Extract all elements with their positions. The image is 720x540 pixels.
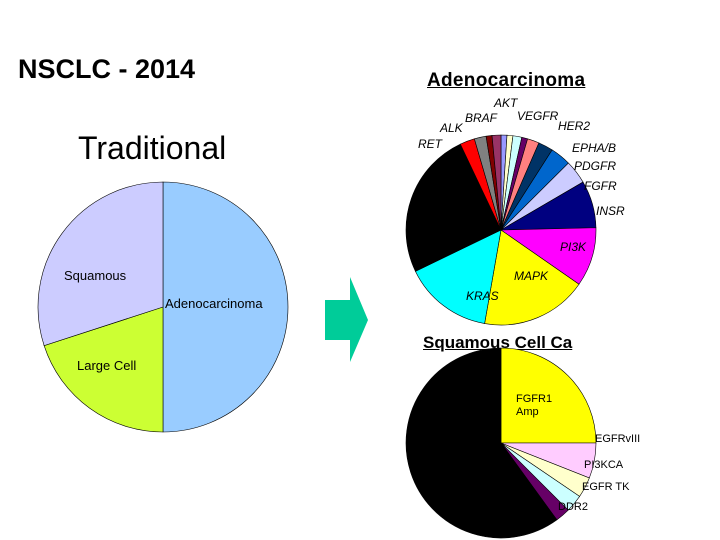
adenocarcinoma-pie	[405, 134, 597, 326]
label-alk: ALK	[439, 121, 464, 135]
squamous-slice-unlabeled-5	[405, 347, 558, 539]
label-egfr: EGFR	[424, 240, 458, 254]
traditional-chart-title: Traditional	[78, 130, 227, 166]
label-egfrviii: EGFRvIII	[595, 433, 640, 445]
slide-title: NSCLC - 2014	[18, 54, 196, 84]
label-traditional-squamous: Squamous	[64, 268, 127, 283]
adeno-slice-egfr-11	[415, 229, 502, 324]
label-vegfr: VEGFR	[517, 109, 559, 123]
label-pi3k: PI3K	[560, 240, 587, 254]
adeno-slice-kras-10	[484, 229, 580, 326]
label-fgfr: FGFR	[584, 179, 617, 193]
label-egfr-tk: EGFR TK	[582, 481, 630, 493]
label-pdgfr: PDGFR	[574, 159, 616, 173]
label-kras: KRAS	[466, 289, 499, 303]
squamous-chart-title: Squamous Cell Ca	[423, 333, 573, 352]
adeno-slice-unlabeled-12	[405, 143, 502, 272]
adenocarcinoma-chart-title: Adenocarcinoma	[427, 70, 586, 91]
traditional-slice-squamous-2	[37, 181, 164, 347]
label-traditional-large-cell: Large Cell	[77, 358, 136, 373]
label-braf: BRAF	[465, 111, 498, 125]
label-epha-b: EPHA/B	[572, 141, 616, 155]
adeno-slice-braf-16	[491, 134, 502, 231]
label-traditional-adenocarcinoma: Adenocarcinoma	[165, 296, 263, 311]
traditional-slice-large-cell-1	[43, 306, 164, 433]
label-fgfr1-amp-line1: FGFR1	[516, 393, 552, 405]
traditional-slice-adenocarcinoma-0	[162, 181, 289, 433]
label-ddr2: DDR2	[558, 501, 588, 513]
label-akt: AKT	[493, 96, 519, 110]
squamous-slice-fgfr1-amp-0	[500, 347, 597, 444]
transition-arrow	[325, 277, 368, 362]
squamous-pie	[405, 347, 597, 539]
label-insr: INSR	[596, 204, 625, 218]
label-her2: HER2	[558, 119, 590, 133]
label-ret: RET	[418, 137, 444, 151]
traditional-pie	[37, 181, 289, 433]
label-fgfr1-amp-line2: Amp	[516, 406, 539, 418]
label-pi3kca: PI3KCA	[584, 459, 624, 471]
label-mapk: MAPK	[514, 269, 549, 283]
